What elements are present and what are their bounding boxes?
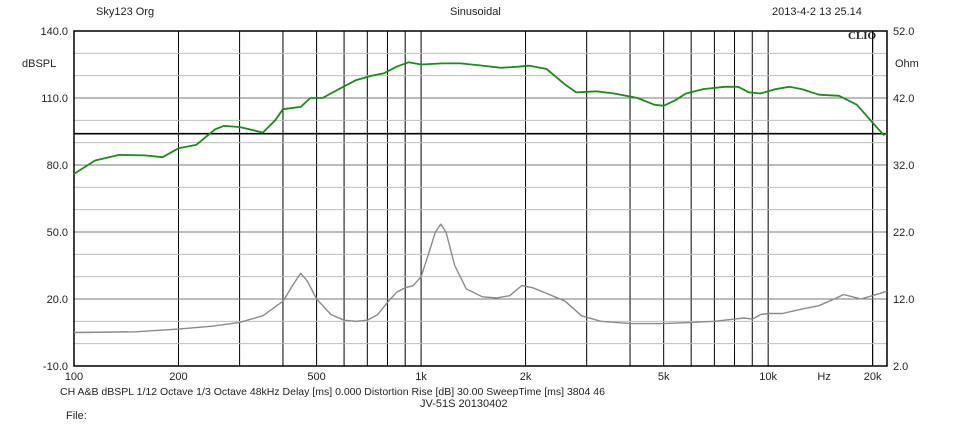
y2-tick-label: 32.0 [893,160,914,172]
y2-tick-label: 2.0 [893,361,908,373]
x-tick-label: 200 [169,371,187,383]
y-tick-label: 80.0 [47,160,68,172]
header-right: 2013-4-2 13 25.14 [772,6,862,18]
x-tick-label: 500 [307,371,325,383]
y-tick-label: 110.0 [41,93,68,105]
header-center: Sinusoidal [450,6,501,18]
footer-file: File: [66,410,87,422]
y-tick-label: -10.0 [43,361,68,373]
x-tick-label: 5k [658,371,670,383]
x-tick-label: Hz [817,371,830,383]
distortion-line [73,223,888,334]
header-left: Sky123 Org [96,6,155,18]
y2-tick-label: 12.0 [893,294,914,306]
x-tick-label: 2k [520,371,532,383]
x-tick-label: 1k [415,371,427,383]
x-tick-label: 10k [759,371,777,383]
y-tick-label: 20.0 [47,294,68,306]
x-tick-label: 20k [864,371,882,383]
y-tick-label: 140.0 [40,26,68,38]
y2-tick-label: 52.0 [893,26,914,38]
x-tick-label: 100 [65,371,83,383]
footer-settings: CH A&B dBSPL 1/12 Octave 1/3 Octave 48kH… [60,386,605,398]
y-axis-label-left: dBSPL [22,58,57,70]
footer-device: JV-51S 20130402 [420,398,508,410]
plot-frame [73,30,888,367]
clio-logo: CLIO [848,30,877,42]
y-axis-label-right: Ohm [895,58,919,70]
spl-response-line [73,61,888,175]
y2-tick-label: 42.0 [893,93,914,105]
y-tick-label: 50.0 [47,227,68,239]
y2-tick-label: 22.0 [893,227,914,239]
